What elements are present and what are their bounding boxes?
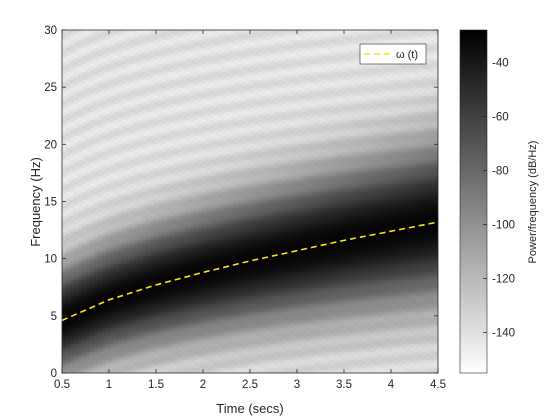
legend-box xyxy=(359,43,427,65)
x-tick-label: 0.5 xyxy=(54,379,70,391)
colorbar-tick-label: -40 xyxy=(492,57,509,69)
colorbar-tick-label: -100 xyxy=(492,219,515,231)
legend-entry-omega-t: ω (t) xyxy=(396,49,418,61)
y-tick-label: 5 xyxy=(51,311,57,323)
legend: ω (t) xyxy=(359,43,427,65)
y-tick-label: 25 xyxy=(44,82,57,94)
x-tick-label: 3 xyxy=(294,379,300,391)
y-axis-label: Frequency (Hz) xyxy=(28,157,43,247)
y-tick-label: 30 xyxy=(44,25,57,37)
colorbar-tick-label: -80 xyxy=(492,165,509,177)
colorbar-label: Power/frequency (dB/Hz) xyxy=(527,141,539,264)
colorbar xyxy=(459,29,488,374)
x-axis-label: Time (secs) xyxy=(216,401,283,416)
y-axis: 0 5 10 15 20 25 30 xyxy=(44,25,438,380)
heatmap-image xyxy=(62,30,438,373)
colorbar-tick-label: -140 xyxy=(492,327,515,339)
y-tick-label: 0 xyxy=(51,368,57,380)
x-tick-label: 2.5 xyxy=(242,379,258,391)
colorbar-tick-label: -60 xyxy=(492,111,509,123)
omega-t-series-line xyxy=(62,221,438,322)
y-tick-label: 10 xyxy=(44,254,57,266)
x-tick-label: 1 xyxy=(106,379,112,391)
x-tick-label: 4.5 xyxy=(430,379,446,391)
x-tick-label: 2 xyxy=(200,379,206,391)
x-tick-label: 4 xyxy=(388,379,395,391)
colorbar-tick-label: -120 xyxy=(492,273,515,285)
y-tick-label: 20 xyxy=(44,139,57,151)
x-tick-label: 1.5 xyxy=(148,379,164,391)
x-tick-label: 3.5 xyxy=(336,379,352,391)
y-tick-label: 15 xyxy=(44,197,57,209)
x-axis: 0.5 1 1.5 2 2.5 3 3.5 4 4.5 xyxy=(54,30,446,391)
colorbar-axis: -40 -60 -80 -100 -120 -140 xyxy=(483,57,515,339)
